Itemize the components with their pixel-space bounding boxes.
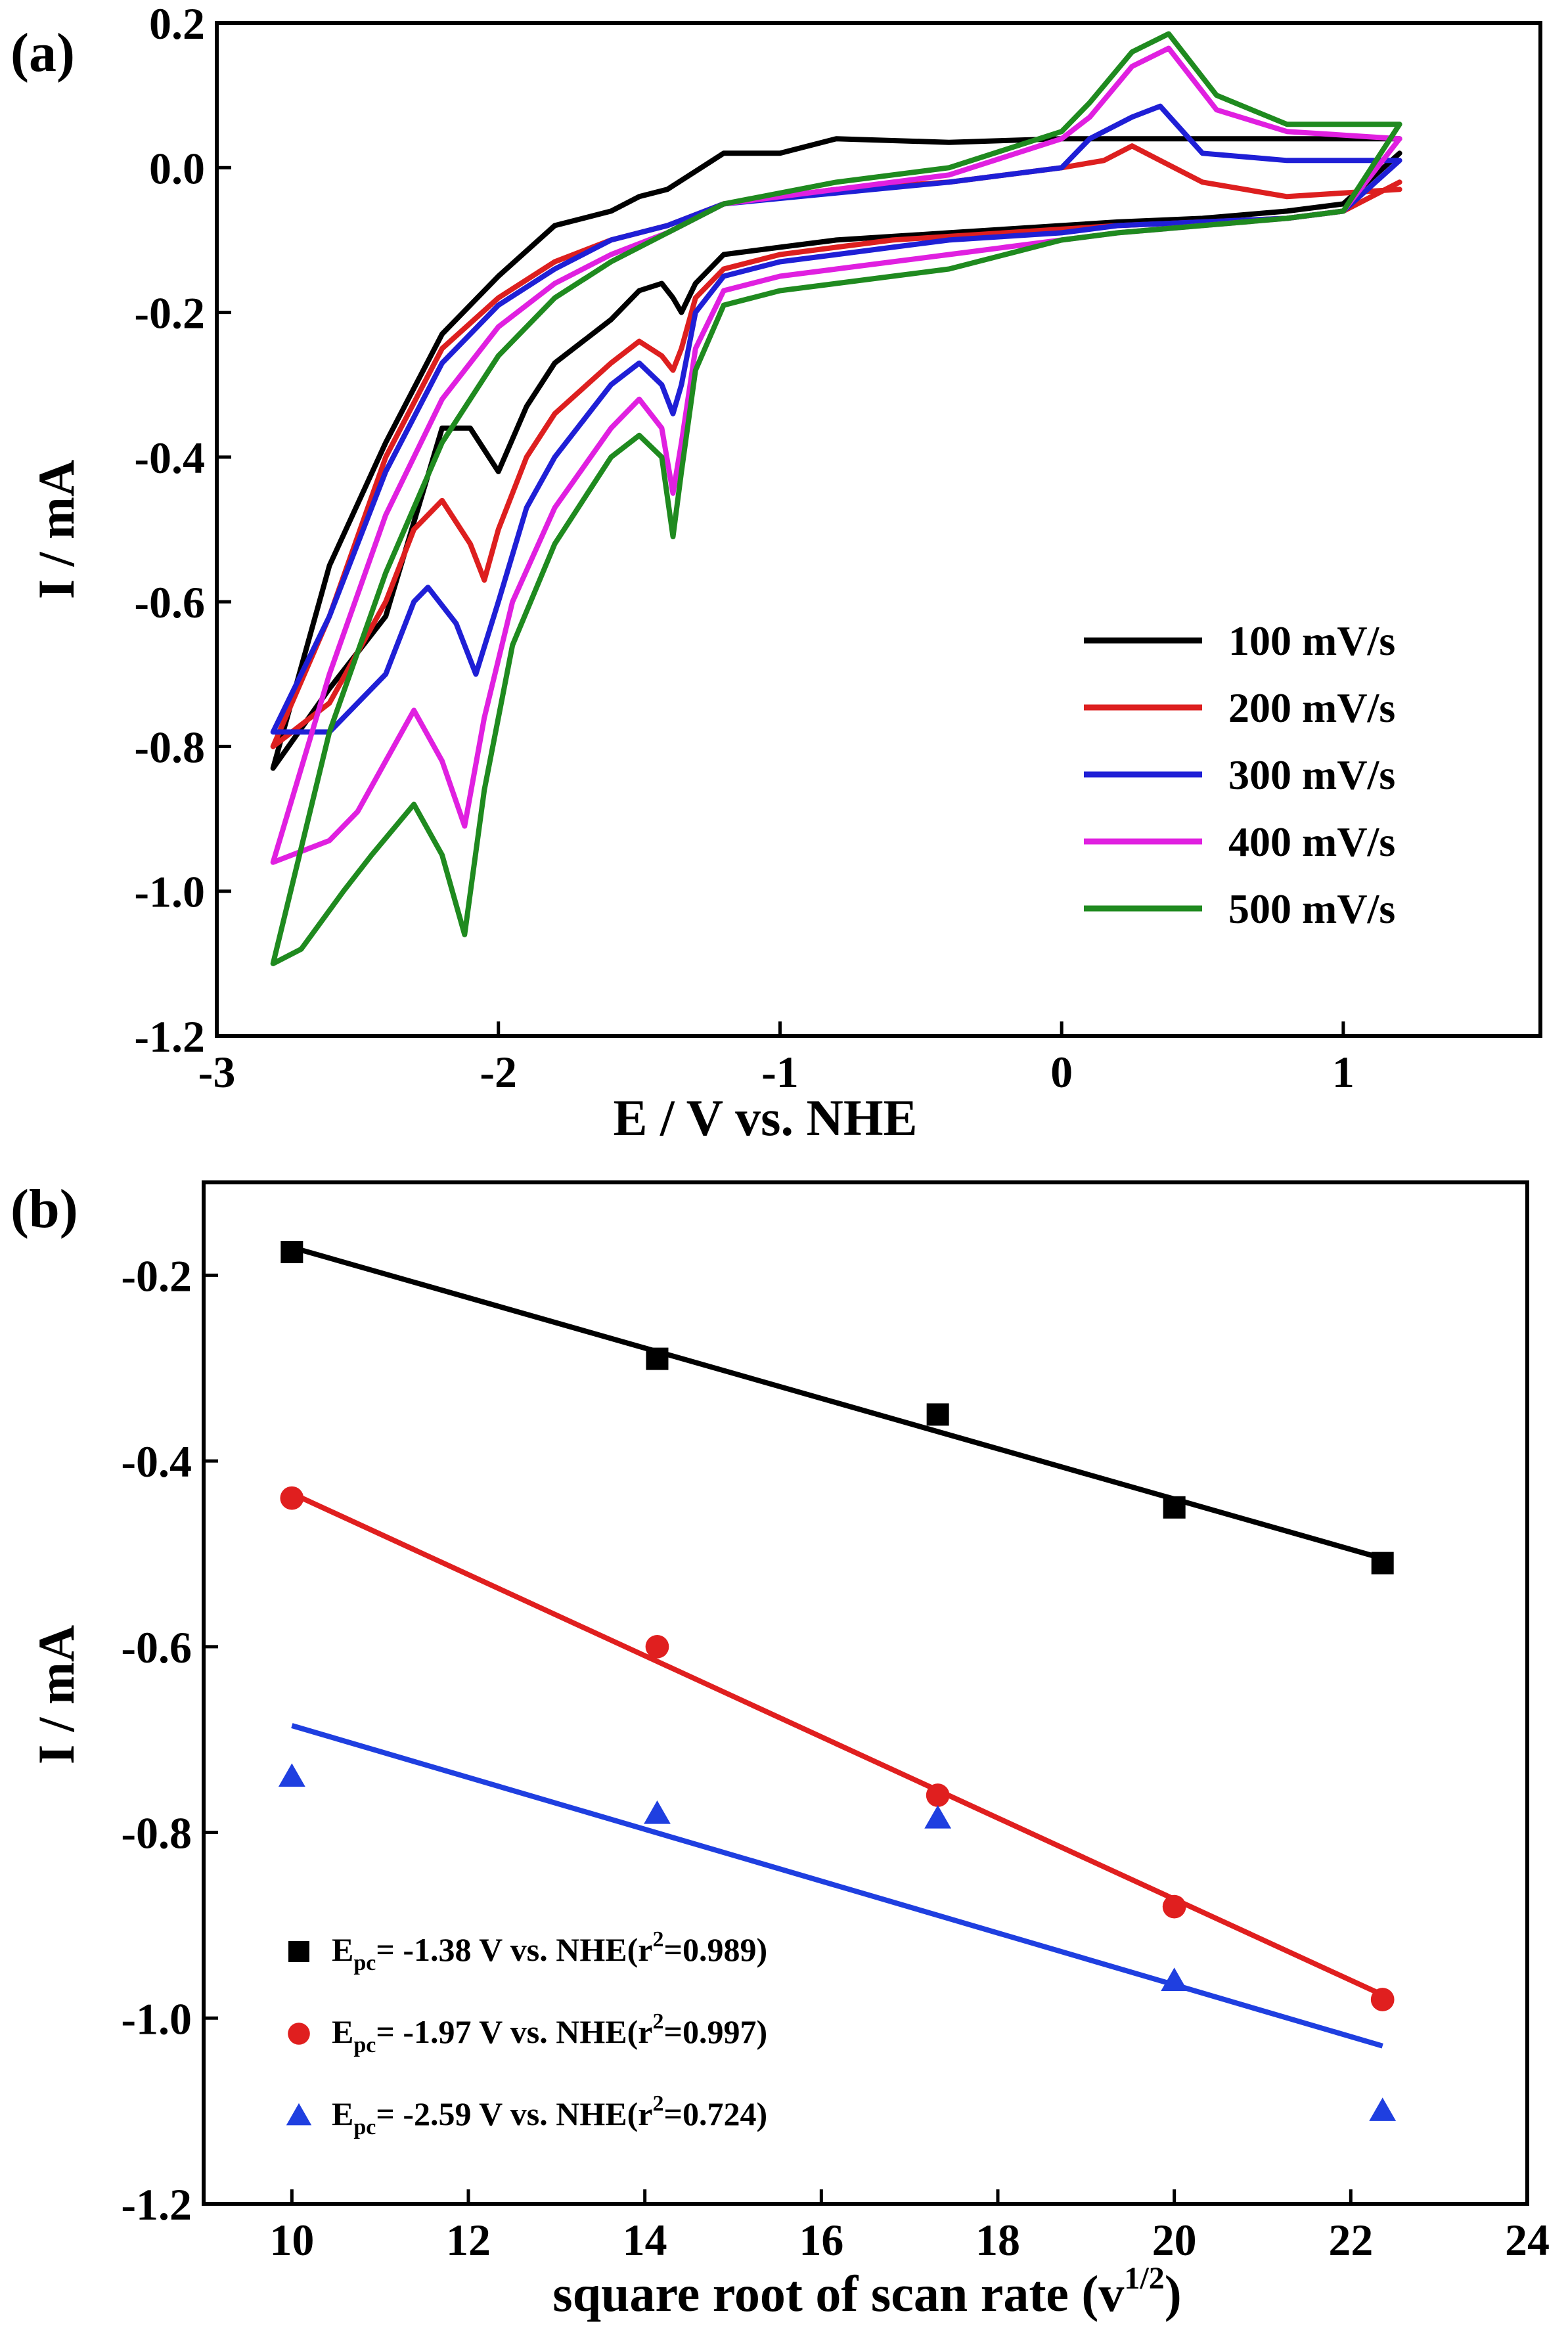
legend-label-2: 200 mV/s <box>1228 684 1395 731</box>
fit-line-3 <box>291 1723 1383 2049</box>
data-point-circle <box>280 1486 304 1510</box>
y-tick-label: -0.8 <box>121 1808 192 1858</box>
y-tick-label: -0.6 <box>134 577 205 627</box>
panel-a-legend: 100 mV/s 200 mV/s 300 mV/s 400 mV/s 500 mV/s <box>1084 617 1395 932</box>
panel-b-legend: Epc= -1.38 V vs. NHE(r2=0.989)Epc= -1.97… <box>286 1927 767 2139</box>
cv-curve-4 <box>270 45 1402 865</box>
y-tick-label: -1.2 <box>121 2180 192 2229</box>
fit-line-1 <box>291 1245 1383 1561</box>
panel-b-plot-frame <box>202 1180 1529 2206</box>
legend-part: E <box>332 1931 353 1968</box>
x-tick-label: 12 <box>446 2215 491 2265</box>
legend-part: pc <box>353 1951 376 1975</box>
data-point-square <box>1163 1496 1186 1519</box>
legend-part: =0.724) <box>663 2095 767 2132</box>
y-tick-label: -0.2 <box>134 288 205 338</box>
panel-b-x-axis-title-main: square root of scan rate (v <box>552 2265 1124 2322</box>
y-tick-label: 0.2 <box>149 0 205 49</box>
panel-b-y-axis-title: I / mA <box>28 1625 85 1764</box>
y-tick-label: -1.0 <box>121 1994 192 2044</box>
x-tick-label: 18 <box>975 2215 1020 2265</box>
data-point-circle <box>645 1634 669 1659</box>
data-point-triangle <box>1369 2097 1397 2121</box>
legend-part: = -2.59 V vs. NHE(r <box>376 2095 652 2132</box>
panel-a-x-ticks: -3 -2 -1 0 1 <box>198 1021 1355 1097</box>
cv-curve-3 <box>270 103 1402 735</box>
x-tick-label: -2 <box>480 1047 517 1097</box>
legend-marker-3 <box>286 2103 312 2126</box>
panel-b-x-axis-title: square root of scan rate (v1/2) <box>552 2261 1181 2322</box>
legend-part: 2 <box>652 2009 663 2034</box>
data-point-square <box>646 1347 669 1370</box>
x-tick-label: 22 <box>1328 2215 1373 2265</box>
data-point-square <box>926 1403 949 1426</box>
y-tick-label: -1.2 <box>134 1012 205 1062</box>
data-point-circle <box>1162 1894 1186 1919</box>
data-point-triangle <box>644 1800 671 1824</box>
y-tick-label: -1.0 <box>134 867 205 917</box>
legend-label-1: 100 mV/s <box>1228 617 1395 664</box>
panel-b-label: (b) <box>11 1178 78 1240</box>
panel-a-label: (a) <box>11 22 75 83</box>
legend-label-2: Epc= -1.97 V vs. NHE(r2=0.997) <box>332 2009 767 2057</box>
y-tick-label: -0.8 <box>134 722 205 772</box>
legend-marker-2 <box>288 2023 310 2045</box>
x-tick-label: 14 <box>623 2215 667 2265</box>
data-point-square <box>1371 1552 1394 1575</box>
x-tick-label: -1 <box>761 1047 799 1097</box>
panel-b-peak-current-fit: (b) 10 12 14 16 18 20 22 24 -1.2-1.0-0.8-0.6-0.… <box>11 1178 1550 2322</box>
data-point-triangle <box>278 1763 305 1787</box>
legend-part: pc <box>353 2033 376 2057</box>
panel-a-curves <box>270 31 1402 966</box>
legend-label-1: Epc= -1.38 V vs. NHE(r2=0.989) <box>332 1927 767 1975</box>
x-tick-label: 16 <box>799 2215 843 2265</box>
y-tick-label: -0.2 <box>121 1251 192 1301</box>
y-tick-label: -0.4 <box>121 1437 192 1487</box>
y-tick-label: -0.6 <box>121 1622 192 1672</box>
legend-label-3: 300 mV/s <box>1228 751 1395 798</box>
legend-part: 2 <box>652 2091 663 2116</box>
legend-part: 2 <box>652 1927 663 1952</box>
x-tick-label: 0 <box>1050 1047 1073 1097</box>
x-tick-label: 1 <box>1332 1047 1355 1097</box>
panel-a-y-ticks: -1.2 -1.0 -0.8 -0.6 -0.4 -0.2 0.0 0.2 <box>134 0 231 1062</box>
legend-label-4: 400 mV/s <box>1228 818 1395 865</box>
panel-b-x-axis-title-sup: 1/2 <box>1124 2261 1164 2296</box>
legend-part: E <box>332 2095 353 2132</box>
x-tick-label: 10 <box>269 2215 314 2265</box>
data-point-circle <box>926 1783 950 1807</box>
cv-curve-5 <box>270 31 1402 966</box>
y-tick-label: 0.0 <box>149 143 205 193</box>
legend-part: E <box>332 2013 353 2050</box>
x-tick-label: -3 <box>198 1047 236 1097</box>
panel-a-x-axis-title: E / V vs. NHE <box>613 1089 917 1146</box>
y-tick-label: -0.4 <box>134 433 205 483</box>
cv-curve-1 <box>270 136 1402 771</box>
data-point-square <box>280 1241 303 1264</box>
legend-part: =0.997) <box>663 2013 767 2050</box>
data-point-circle <box>1370 1988 1395 2011</box>
x-tick-label: 20 <box>1152 2215 1197 2265</box>
panel-a-y-axis-title: I / mA <box>28 460 85 599</box>
panel-a-plot-frame <box>215 21 1542 1038</box>
panel-b-fit-lines <box>290 1245 1384 2049</box>
legend-label-3: Epc= -2.59 V vs. NHE(r2=0.724) <box>332 2091 767 2139</box>
legend-part: = -1.38 V vs. NHE(r <box>376 1931 652 1968</box>
panel-b-y-ticks: -1.2 -1.0 -0.8 -0.6 -0.4 -0.2 <box>121 1251 218 2229</box>
panel-a-cyclic-voltammogram: (a) -3 -2 -1 0 1 -1.2 -1.0 -0.8 -0.6 -0.4 -0.2 0.0… <box>11 0 1542 1146</box>
legend-label-5: 500 mV/s <box>1228 885 1395 932</box>
fit-line-2 <box>290 1490 1384 1998</box>
panel-b-data-points <box>278 1241 1397 2121</box>
panel-b-x-axis-title-end: ) <box>1165 2265 1182 2322</box>
panel-b-x-ticks: 10 12 14 16 18 20 22 24 <box>269 2189 1550 2265</box>
legend-part: =0.989) <box>663 1931 767 1968</box>
legend-marker-1 <box>288 1941 309 1962</box>
data-point-triangle <box>1161 1967 1188 1992</box>
x-tick-label: 24 <box>1505 2215 1550 2265</box>
legend-part: = -1.97 V vs. NHE(r <box>376 2013 652 2050</box>
legend-part: pc <box>353 2115 376 2139</box>
data-point-triangle <box>924 1804 952 1829</box>
